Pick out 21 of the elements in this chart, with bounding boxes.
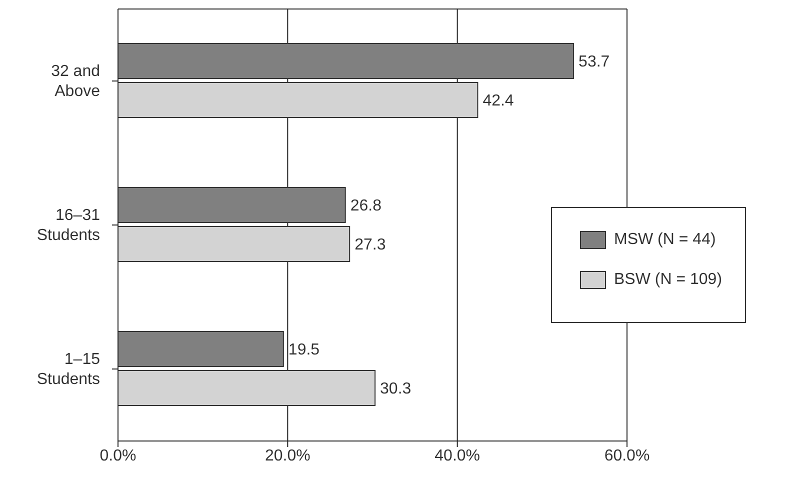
x-tick-label: 60.0% (604, 447, 650, 464)
x-tick-label: 20.0% (264, 447, 310, 464)
bar (118, 331, 284, 368)
bar (118, 82, 478, 118)
data-label: 27.3 (354, 236, 386, 254)
bar (118, 370, 376, 406)
y-tick-label: 32 and Above (51, 63, 100, 100)
bar (118, 187, 346, 224)
bar (118, 226, 350, 262)
data-label: 53.7 (578, 54, 610, 71)
legend-label: BSW (N = 109) (614, 271, 722, 289)
bar (118, 43, 574, 80)
data-label: 42.4 (482, 92, 514, 110)
x-tick-label: 40.0% (434, 447, 480, 464)
y-tick-label: 1–15 Students (36, 351, 100, 388)
legend-label: MSW (N = 44) (614, 231, 716, 249)
x-tick-label: 0.0% (100, 447, 136, 464)
data-label: 19.5 (288, 342, 320, 359)
data-label: 30.3 (380, 380, 412, 398)
y-tick-label: 16–31 Students (36, 207, 100, 244)
data-label: 26.8 (350, 198, 382, 215)
